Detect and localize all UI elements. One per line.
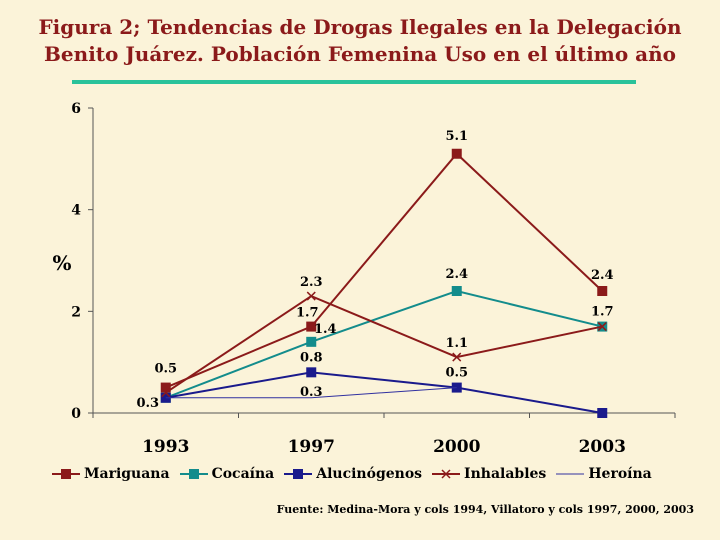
x-tick-label: 2003 <box>579 437 626 457</box>
data-label: 5.1 <box>445 129 468 144</box>
y-tick-label: 2 <box>71 304 81 320</box>
legend-swatch <box>52 469 80 479</box>
legend-item: Inhalables <box>432 466 546 482</box>
data-label: 1.7 <box>296 306 319 321</box>
data-point <box>306 336 317 347</box>
data-point <box>161 388 171 398</box>
y-tick-label: 4 <box>71 203 81 219</box>
data-point <box>597 322 607 332</box>
title-underline <box>72 80 636 84</box>
data-label: 1.4 <box>314 322 337 337</box>
data-label: 1.1 <box>445 336 468 351</box>
x-tick-label: 2000 <box>433 437 480 457</box>
legend-label: Inhalables <box>464 466 547 482</box>
legend: Mariguana Cocaína Alucinógenos Inhalables He… <box>52 463 652 485</box>
series-line-3 <box>165 294 603 394</box>
data-label: 2.4 <box>445 267 468 282</box>
data-label: 0.3 <box>300 385 323 400</box>
series-line-4 <box>165 387 457 399</box>
data-point <box>451 148 462 159</box>
y-axis-label: % <box>52 251 71 275</box>
data-point <box>306 321 317 332</box>
data-label: 0.5 <box>154 362 177 377</box>
data-label: 0.5 <box>445 366 468 381</box>
series-line-2 <box>165 371 603 414</box>
title-line-2: Benito Juárez. Población Femenina Uso en… <box>44 42 676 66</box>
x-tick-label: 1997 <box>288 437 335 457</box>
legend-swatch <box>284 469 313 479</box>
legend-item: Mariguana <box>52 466 170 482</box>
legend-label: Cocaína <box>211 466 275 482</box>
legend-item: Cocaína <box>179 466 275 482</box>
data-label: 2.4 <box>591 268 614 283</box>
series-line-1 <box>165 289 603 399</box>
legend-label: Mariguana <box>84 466 170 482</box>
y-tick-label: 0 <box>71 406 81 422</box>
x-tick-label: 1993 <box>142 437 189 457</box>
source-note: Fuente: Medina-Mora y cols 1994, Villato… <box>276 503 694 516</box>
legend-swatch <box>556 473 585 475</box>
title-line-1: Figura 2; Tendencias de Drogas Ilegales … <box>38 15 682 39</box>
data-label: 1.7 <box>591 305 614 320</box>
legend-item: Alucinógenos <box>284 466 422 482</box>
y-tick-label: 6 <box>71 101 81 117</box>
series-line-0 <box>165 152 603 389</box>
data-point <box>597 286 608 296</box>
data-point <box>160 382 171 393</box>
legend-item: Heroína <box>556 466 652 482</box>
data-label: 0.3 <box>136 396 159 411</box>
data-point <box>306 291 316 301</box>
legend-label: Alucinógenos <box>316 466 423 482</box>
data-label: 0.8 <box>300 350 323 365</box>
chart-title: Figura 2; Tendencias de Drogas Ilegales … <box>0 14 720 68</box>
legend-swatch <box>432 469 461 479</box>
data-point <box>451 286 462 296</box>
legend-swatch <box>179 469 208 479</box>
data-point <box>597 408 608 418</box>
data-label: 2.3 <box>300 275 323 290</box>
legend-label: Heroína <box>588 466 652 482</box>
data-point <box>452 352 462 362</box>
data-point <box>306 367 317 378</box>
